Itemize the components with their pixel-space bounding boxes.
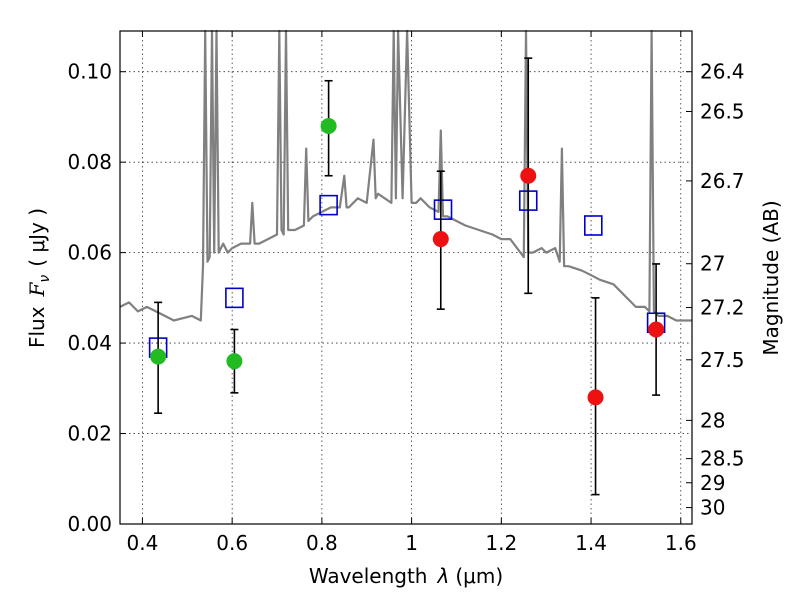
y2-tick-label: 26.7 [700, 169, 745, 193]
y2-tick-label: 26.5 [700, 100, 745, 124]
red-data-point [648, 321, 665, 338]
y-tick-label: 0.10 [67, 60, 112, 84]
y2-tick-label: 28 [700, 408, 725, 432]
x-tick-label: 1 [405, 531, 418, 555]
red-data-point [432, 231, 449, 248]
x-tick-label: 1.6 [665, 531, 697, 555]
model-spectrum [119, 29, 692, 322]
model-square-point [584, 215, 603, 236]
green-data-point [150, 348, 167, 365]
model-square-point [433, 199, 453, 220]
y-axis-label: FluxFν( μJy ) [25, 208, 53, 348]
y-tick-label: 0.06 [67, 241, 112, 265]
spectrum-line [119, 29, 692, 322]
y2-tick-label: 28.5 [700, 447, 745, 471]
observed-points [150, 117, 665, 406]
y-tick-label: 0.02 [67, 422, 112, 446]
y-tick-label: 0.00 [67, 512, 112, 536]
y2-tick-label: 29 [700, 471, 725, 495]
green-data-point [226, 353, 243, 370]
y-tick-label: 0.04 [67, 331, 112, 355]
plot-area [119, 29, 692, 496]
red-data-point [587, 389, 604, 406]
x-tick-label: 0.8 [306, 531, 338, 555]
error-bars [154, 57, 661, 496]
y-axis-ticks: 0.00 0.02 0.04 0.06 0.08 0.10 [67, 60, 126, 536]
x-axis-label: Wavelength λ (μm) [309, 564, 503, 588]
y2-tick-label: 27.5 [700, 348, 745, 372]
y2-tick-label: 26.4 [700, 60, 745, 84]
x-tick-label: 1.4 [575, 531, 607, 555]
y2-tick-label: 27 [700, 252, 725, 276]
y2-axis-label: Magnitude (AB) [759, 200, 783, 355]
x-tick-label: 0.6 [216, 531, 248, 555]
model-square-point [225, 287, 244, 309]
x-axis-ticks: 0.4 0.6 0.8 1 1.2 1.4 1.6 [127, 31, 697, 555]
y2-tick-label: 27.2 [700, 296, 745, 320]
y-tick-label: 0.08 [67, 150, 112, 174]
green-data-point [320, 117, 337, 134]
x-tick-label: 0.4 [127, 531, 159, 555]
y2-tick-label: 30 [700, 496, 725, 520]
red-data-point [520, 167, 537, 184]
plot-frame [119, 30, 693, 525]
model-square-point [319, 194, 338, 216]
x-tick-label: 1.2 [485, 531, 517, 555]
